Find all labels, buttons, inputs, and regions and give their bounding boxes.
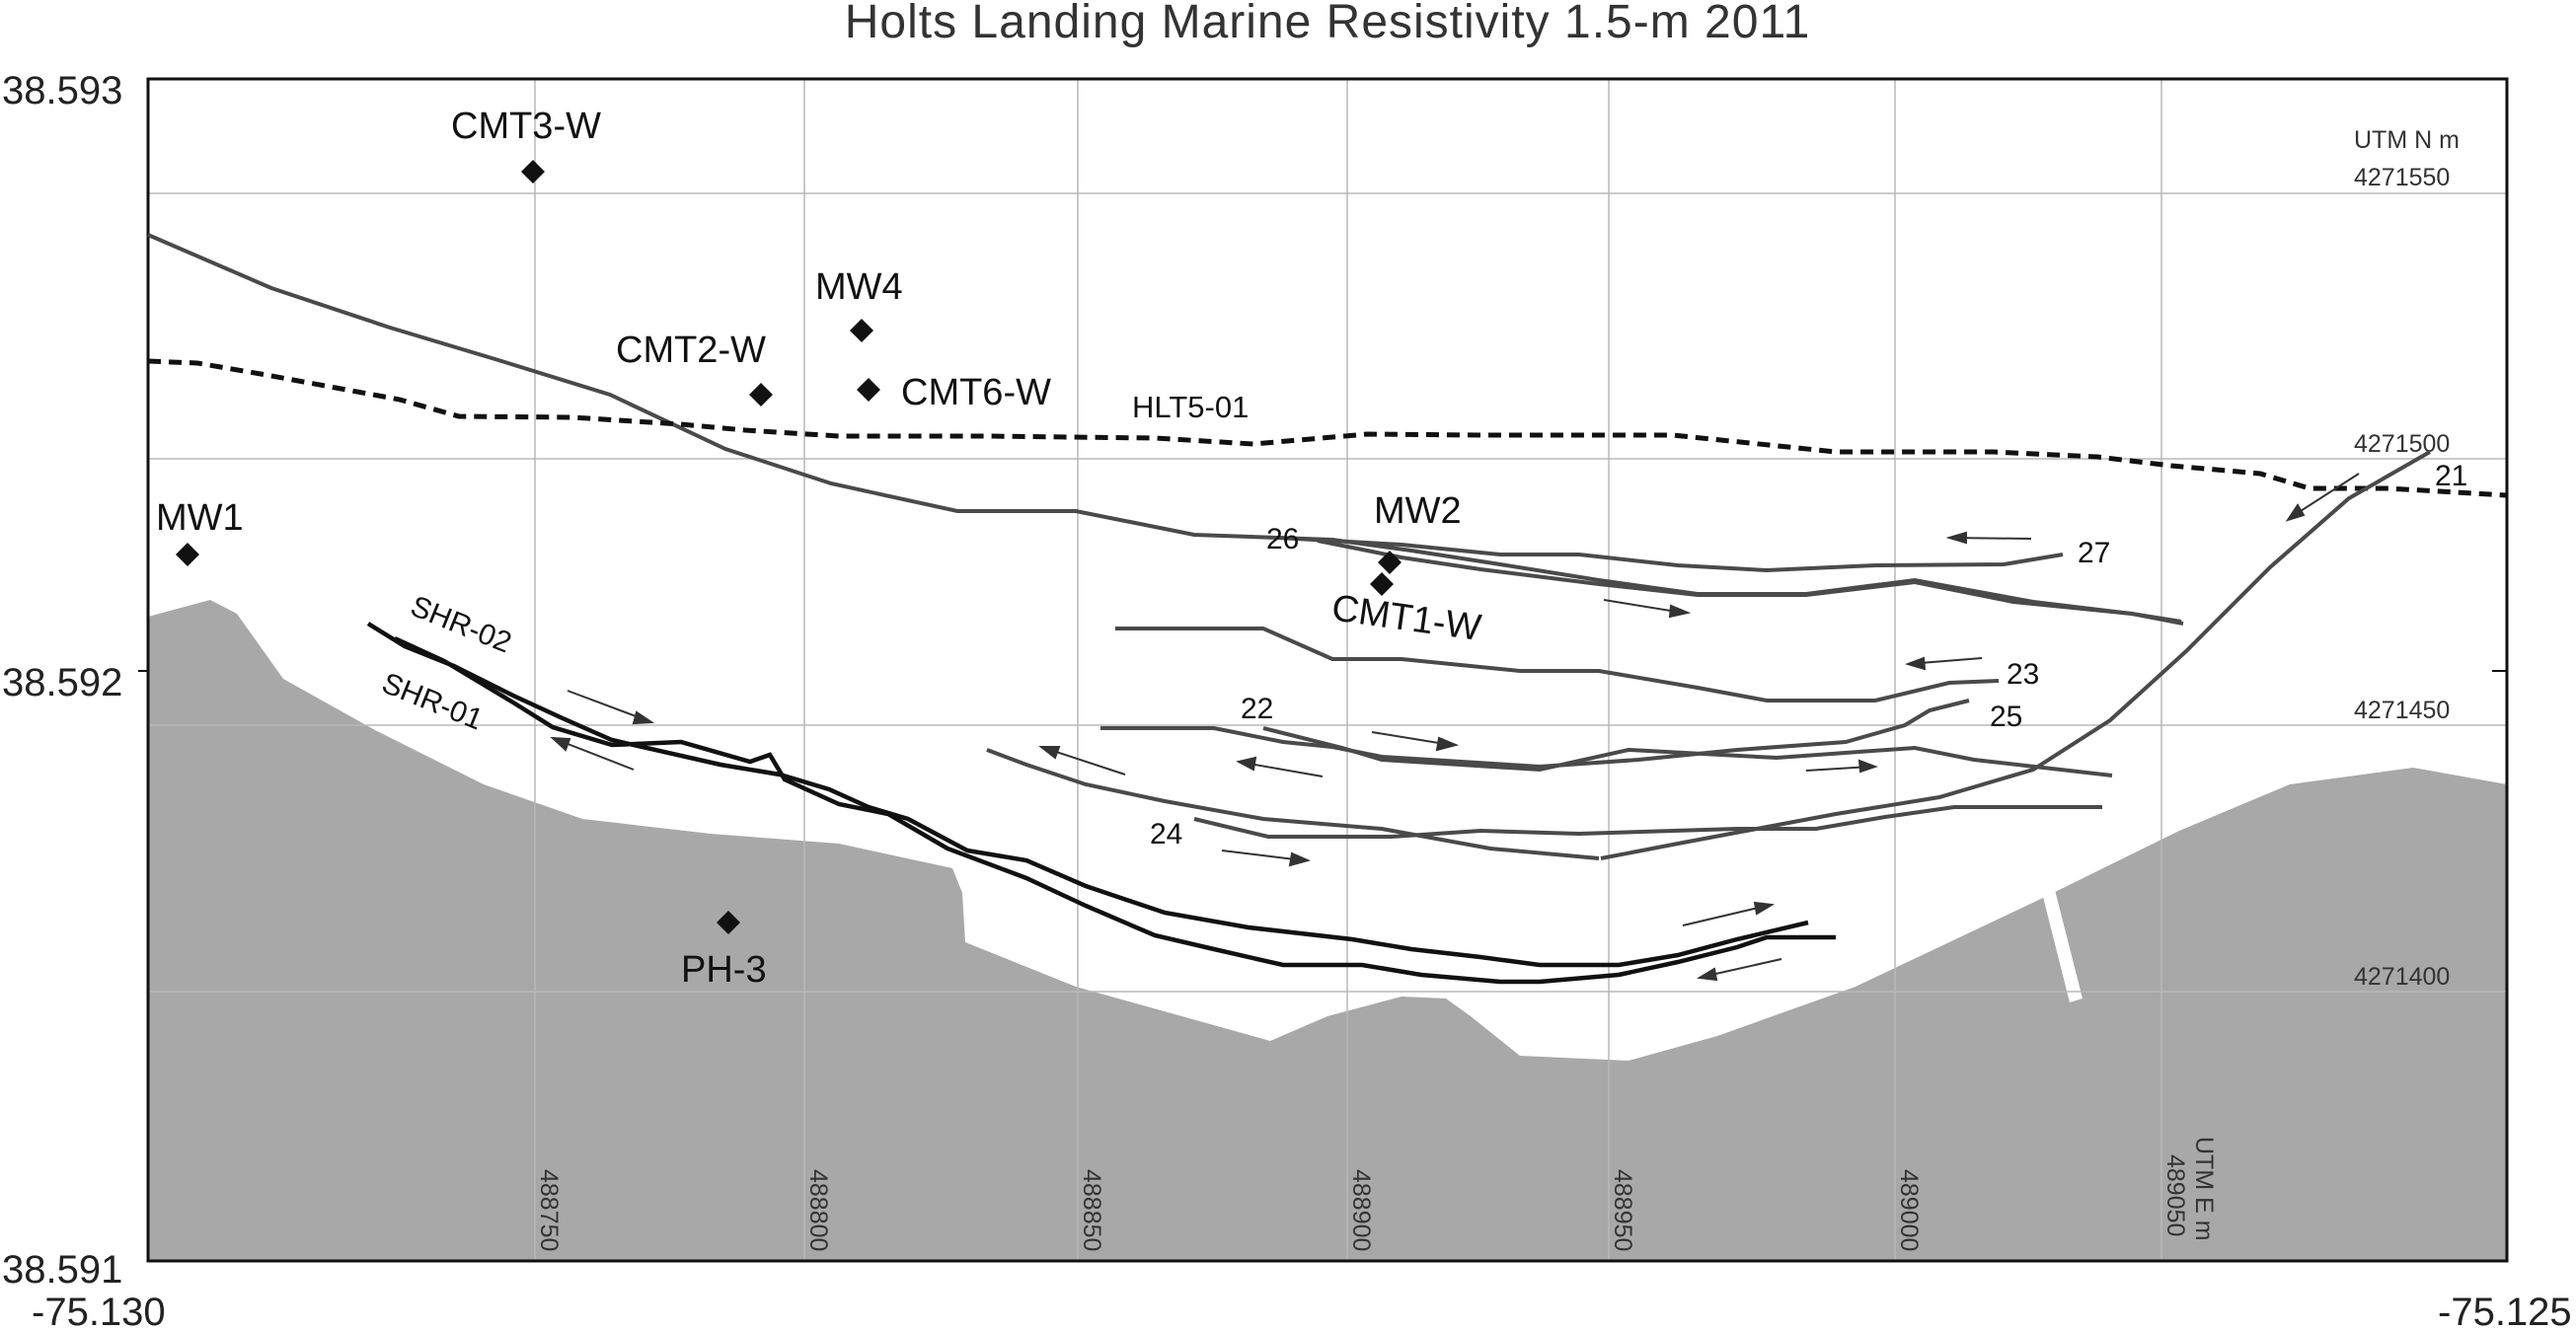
direction-arrows xyxy=(550,473,2360,982)
arrowhead-23 xyxy=(1904,656,1927,671)
arrowhead-shr-west xyxy=(1696,967,1718,982)
utm-n-label-4271400: 4271400 xyxy=(2354,963,2450,991)
utm-e-label-489000: 489000 xyxy=(1895,1169,1923,1251)
marker-ph-3 xyxy=(717,911,740,934)
station-label-ph-3: PH-3 xyxy=(681,949,767,991)
utm-grid xyxy=(148,79,2507,1261)
utm-n-label-4271450: 4271450 xyxy=(2354,697,2450,724)
lat-mid-label: 38.592 xyxy=(2,661,122,704)
utm-e-label-488900: 488900 xyxy=(1347,1169,1375,1251)
profile-23-track xyxy=(1115,627,2000,702)
profile-lower-track xyxy=(986,748,1600,860)
arrow-shr-02 xyxy=(567,690,647,721)
marker-mw1 xyxy=(176,543,199,566)
utm-e-label-489050: 489050 xyxy=(2161,1154,2189,1236)
inlet-channel xyxy=(2042,890,2083,1002)
map-title: Holts Landing Marine Resistivity 1.5-m 2… xyxy=(845,0,1811,48)
arrow-24 xyxy=(1221,850,1304,861)
marker-cmt3-w xyxy=(521,160,545,184)
station-markers xyxy=(176,160,1402,934)
utm-e-label-488750: 488750 xyxy=(535,1169,563,1251)
station-label-mw1: MW1 xyxy=(156,497,244,539)
lat-top-label: 38.593 xyxy=(2,69,122,112)
arrowhead-26 xyxy=(1668,604,1692,619)
shr-02-track xyxy=(366,622,1809,968)
profile-label-21: 21 xyxy=(2435,460,2467,492)
station-label-mw2: MW2 xyxy=(1374,490,1462,532)
utm-e-label-488800: 488800 xyxy=(804,1169,832,1251)
profile-24-track xyxy=(1193,805,2102,839)
utm-e-label-488950: 488950 xyxy=(1609,1169,1636,1251)
marker-mw2 xyxy=(1378,551,1402,574)
station-label-cmt2-w: CMT2-W xyxy=(616,330,766,371)
profile-label-26: 26 xyxy=(1266,523,1299,555)
marker-cmt6-w xyxy=(857,378,880,402)
arrowhead-22-east xyxy=(1857,759,1878,774)
utm-n-label-4271550: 4271550 xyxy=(2354,164,2450,191)
arrowhead-22-right xyxy=(1435,736,1460,752)
utm-n-unit-label: UTM N m xyxy=(2354,126,2460,154)
profile-label-25: 25 xyxy=(1990,701,2022,733)
utm-n-label-4271500: 4271500 xyxy=(2354,430,2450,458)
arrowhead-21 xyxy=(2285,503,2306,522)
utm-e-label-488850: 488850 xyxy=(1078,1169,1105,1251)
arrowhead-shr-02 xyxy=(632,710,655,725)
profile-label-23: 23 xyxy=(2007,658,2039,691)
lat-bottom-label: 38.591 xyxy=(2,1248,122,1292)
profile-27-track xyxy=(1277,536,2064,573)
arrowhead-22-left xyxy=(1236,756,1257,772)
arrowhead-lower-left xyxy=(1038,746,1061,760)
station-label-cmt3-w: CMT3-W xyxy=(451,106,601,147)
shr-01-track xyxy=(394,635,1836,985)
marker-cmt2-w xyxy=(749,383,773,407)
line-label-hlt5-01: HLT5-01 xyxy=(1132,390,1249,424)
utm-e-unit-label: UTM E m xyxy=(2190,1137,2218,1241)
arrowhead-27 xyxy=(1945,531,1967,545)
profile-label-27: 27 xyxy=(2078,537,2110,569)
arrow-shr-east xyxy=(1682,905,1768,926)
profile-22-track xyxy=(1262,726,2113,777)
marker-mw4 xyxy=(850,319,873,342)
land-mass xyxy=(148,600,2507,1261)
profile-25-track xyxy=(1100,699,1970,770)
profile-label-24: 24 xyxy=(1150,818,1182,850)
hlt5-01-track xyxy=(147,358,2508,498)
profile-21-track xyxy=(1600,450,2431,860)
arrow-22-left xyxy=(1243,762,1324,777)
arrowhead-shr-01 xyxy=(550,736,571,752)
lon-right-label: -75.125 xyxy=(2438,1291,2572,1331)
station-label-cmt6-w: CMT6-W xyxy=(901,372,1051,413)
profile-26-track xyxy=(1317,539,2184,626)
arrowhead-24 xyxy=(1288,851,1311,867)
station-label-mw4: MW4 xyxy=(815,266,903,308)
marker-cmt1-w xyxy=(1370,572,1394,596)
arrow-shr-01 xyxy=(557,739,635,771)
lon-left-label: -75.130 xyxy=(32,1291,166,1331)
profile-label-22: 22 xyxy=(1241,693,1273,725)
arrowhead-shr-east xyxy=(1753,901,1776,916)
